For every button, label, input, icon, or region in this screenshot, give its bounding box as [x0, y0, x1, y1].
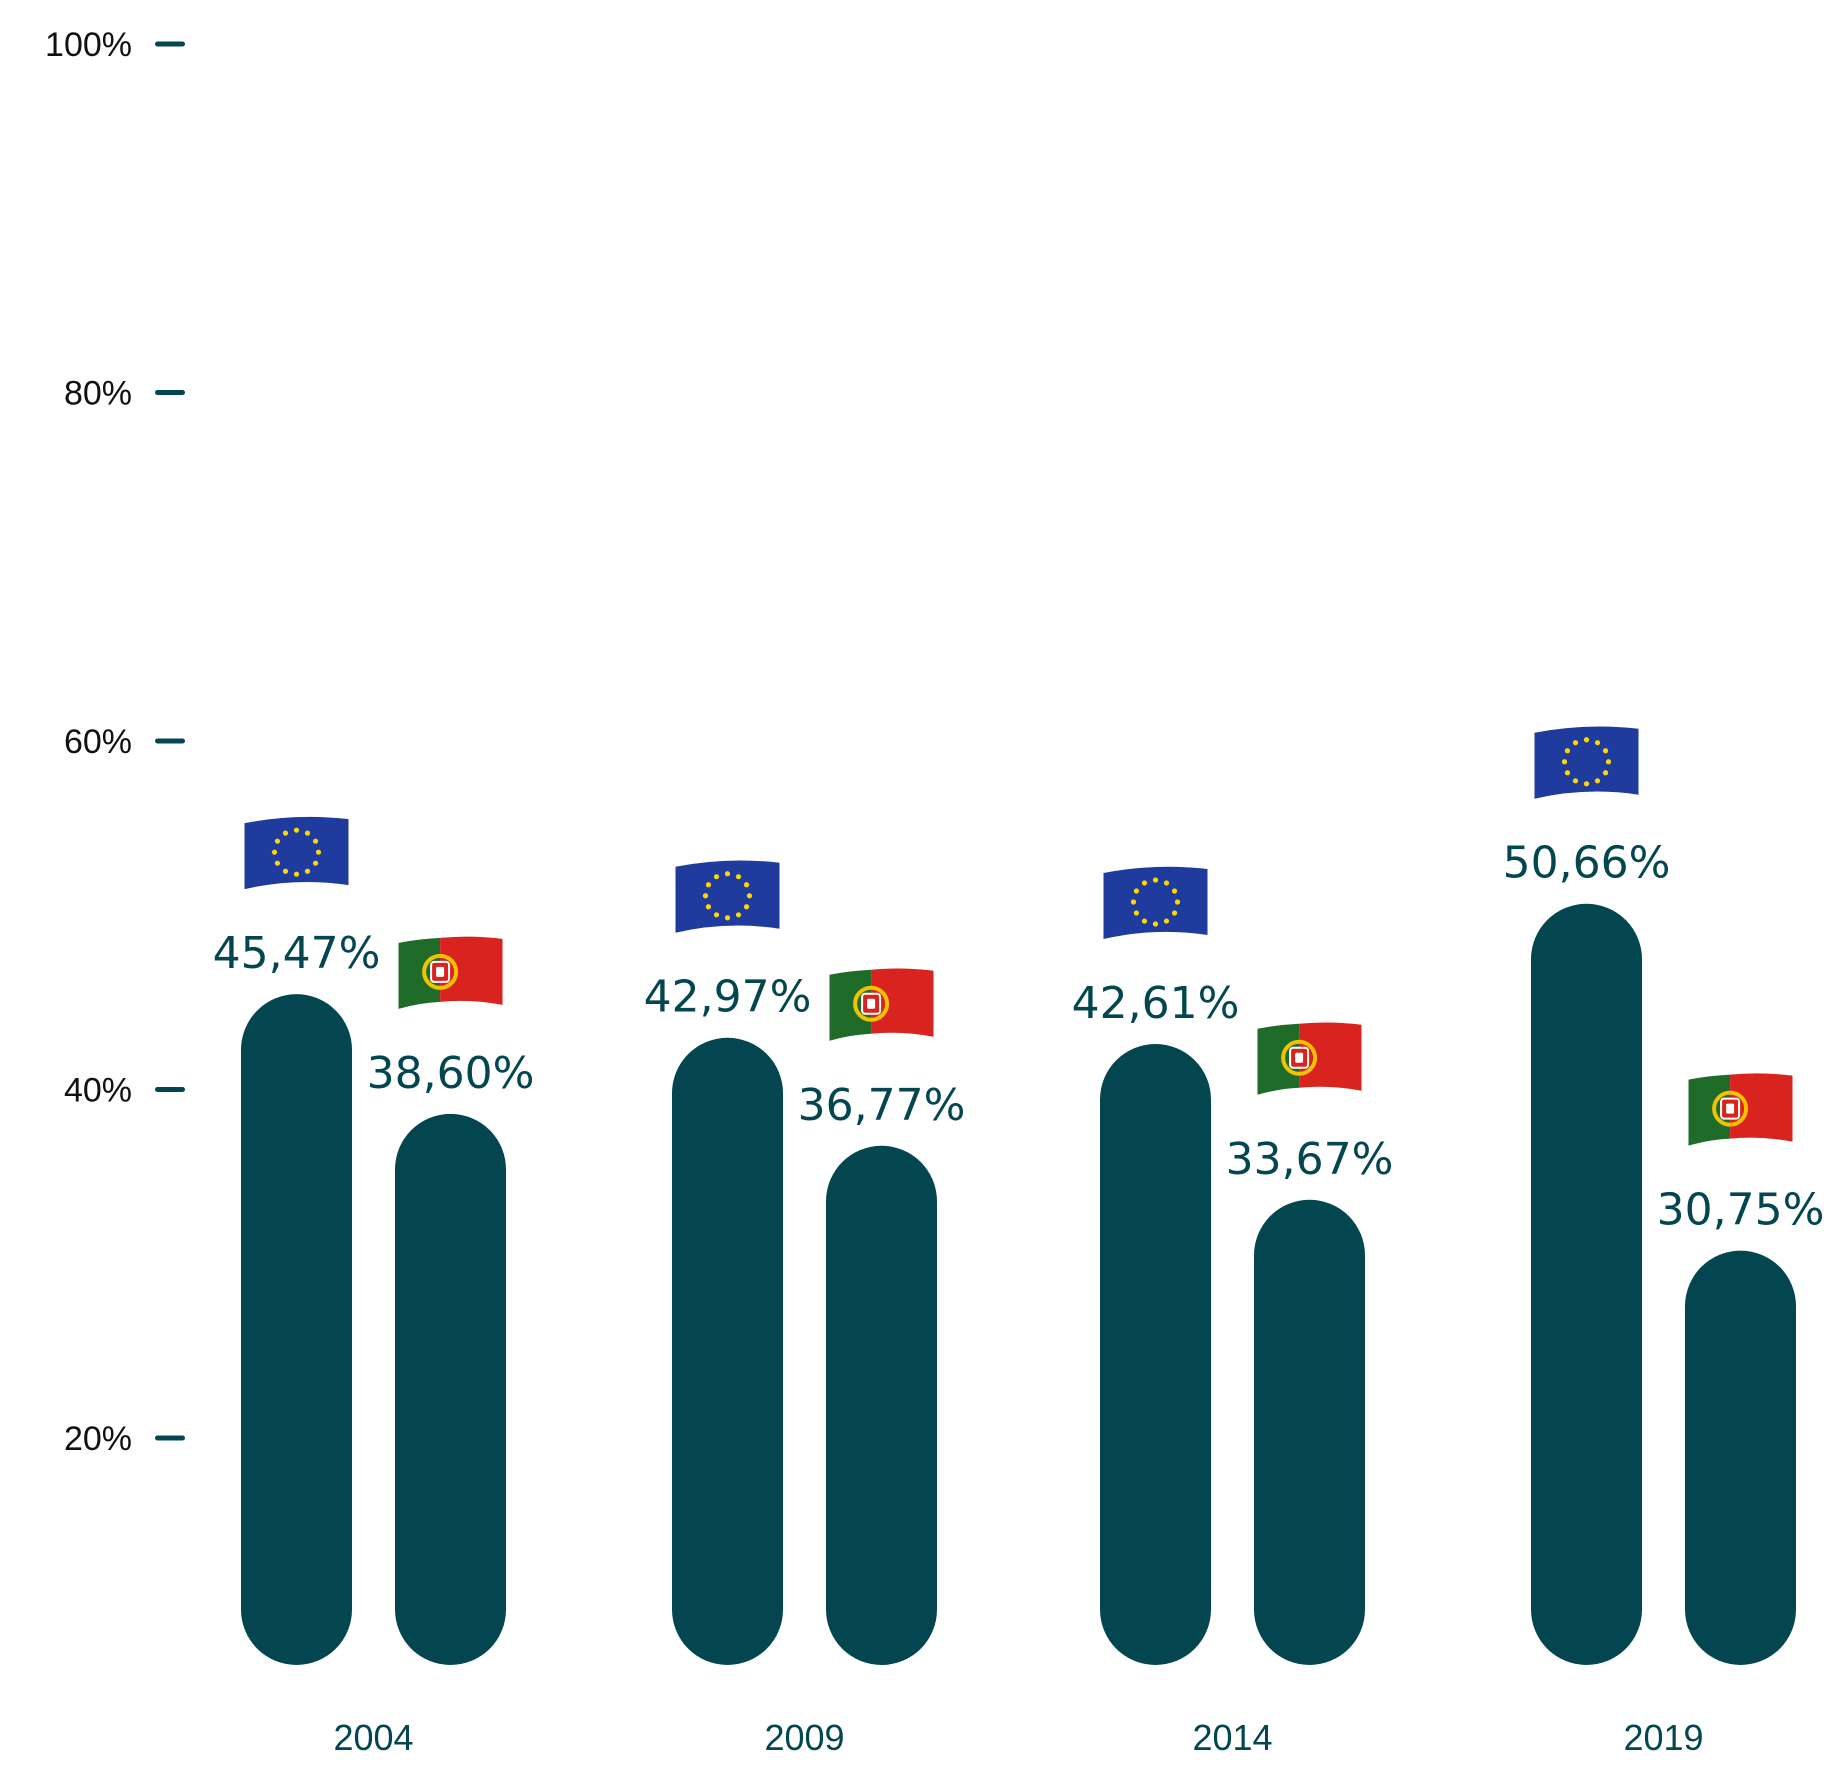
x-tick-label: 2014: [1192, 1717, 1272, 1758]
value-label: 42,97%: [644, 972, 812, 1023]
y-tick-80: [155, 390, 185, 395]
bar-2019-pt: [1685, 1250, 1796, 1665]
value-label: 38,60%: [367, 1048, 535, 1099]
value-label: 42,61%: [1072, 978, 1240, 1029]
portugal-flag-icon: [398, 936, 503, 1009]
bar-2004-eu: [241, 994, 352, 1665]
y-tick-40: [155, 1087, 185, 1092]
x-tick-label: 2019: [1623, 1717, 1703, 1758]
bar-2014-pt: [1254, 1199, 1365, 1665]
value-label: 33,67%: [1226, 1134, 1394, 1185]
y-tick-label: 60%: [64, 723, 132, 761]
y-tick-60: [155, 738, 185, 744]
bar-2019-eu: [1531, 903, 1642, 1665]
x-axis: 2004 2009 2014 2019: [333, 1717, 1703, 1758]
x-tick-label: 2009: [764, 1717, 844, 1758]
x-tick-label: 2004: [333, 1717, 413, 1758]
y-tick-100: [155, 41, 185, 47]
bars: [241, 903, 1796, 1665]
y-axis: 20% 40% 60% 80% 100%: [45, 26, 185, 1458]
y-tick-label: 80%: [64, 375, 132, 413]
value-label: 36,77%: [798, 1080, 966, 1131]
value-label: 30,75%: [1657, 1185, 1825, 1236]
flags: [244, 726, 1793, 1146]
eu-flag-icon: [1534, 726, 1639, 799]
bar-2009-eu: [672, 1037, 783, 1665]
value-label: 45,47%: [213, 928, 381, 979]
portugal-flag-icon: [829, 968, 934, 1041]
bar-2009-pt: [826, 1145, 937, 1665]
y-tick-label: 100%: [45, 26, 132, 64]
portugal-flag-icon: [1257, 1022, 1362, 1095]
y-tick-label: 20%: [64, 1420, 132, 1458]
value-labels: 45,47% 38,60% 42,97% 36,77% 42,61% 33,67% 50,6…: [213, 838, 1825, 1236]
bar-2004-pt: [395, 1113, 506, 1665]
portugal-flag-icon: [1688, 1073, 1793, 1146]
eu-flag-icon: [244, 816, 349, 890]
bar-2014-eu: [1100, 1044, 1211, 1665]
eu-flag-icon: [675, 860, 780, 933]
value-label: 50,66%: [1503, 838, 1671, 889]
eu-flag-icon: [1103, 866, 1208, 940]
y-tick-20: [155, 1435, 185, 1441]
y-tick-label: 40%: [64, 1072, 132, 1110]
